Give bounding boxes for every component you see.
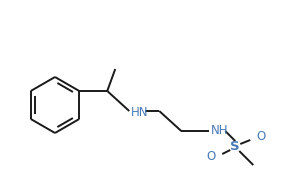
- Text: HN: HN: [131, 105, 149, 118]
- Text: S: S: [230, 141, 240, 154]
- Text: O: O: [206, 150, 215, 163]
- Text: NH: NH: [211, 125, 229, 138]
- Text: O: O: [256, 130, 266, 143]
